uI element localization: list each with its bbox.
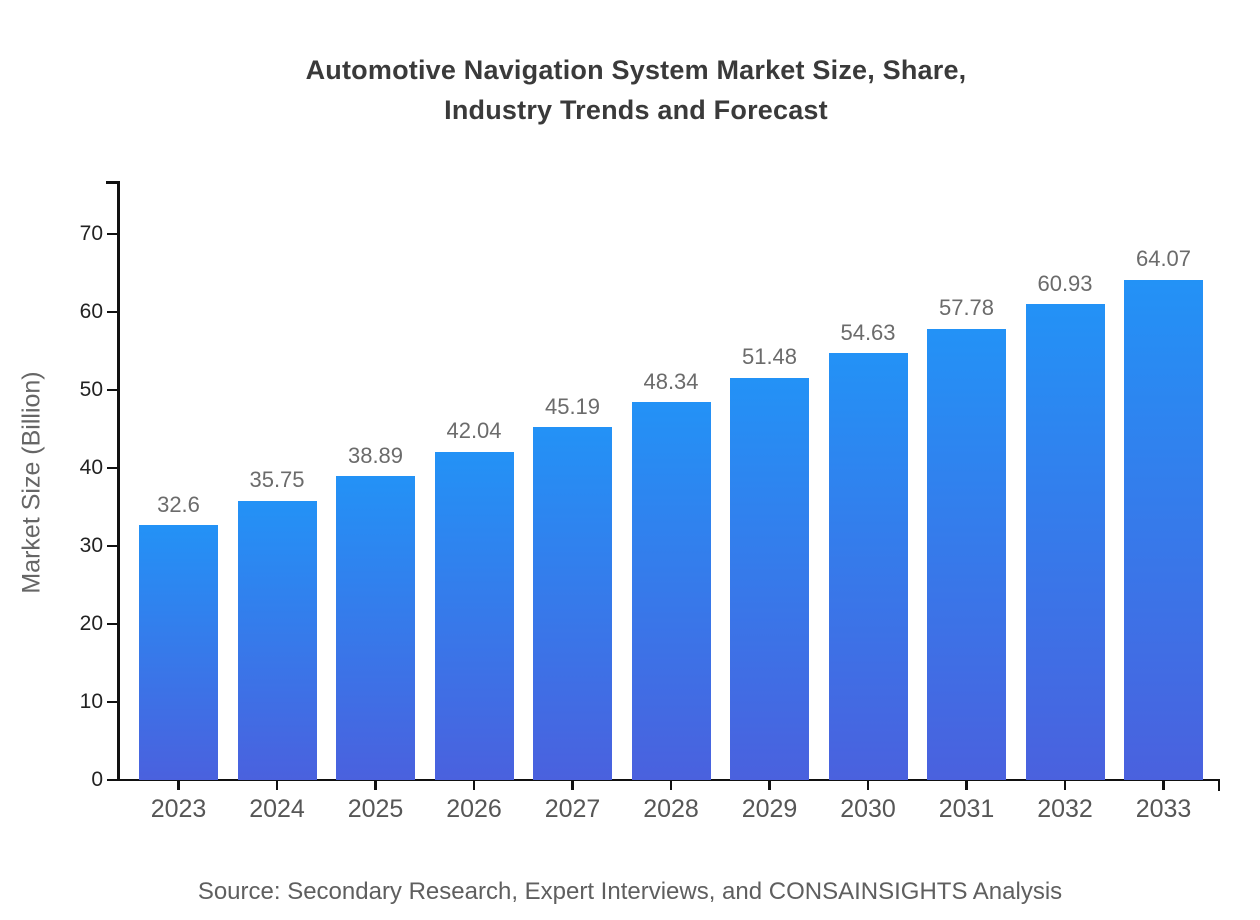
bar	[533, 427, 612, 780]
y-axis-end-cap	[106, 181, 120, 184]
y-tick	[107, 466, 118, 470]
y-tick	[107, 544, 118, 548]
bar	[1025, 304, 1105, 780]
bar-value-label: 48.34	[643, 368, 699, 394]
y-tick-label: 20	[79, 612, 103, 635]
x-tick	[965, 780, 968, 790]
y-tick-label: 10	[79, 690, 103, 713]
bar	[927, 328, 1006, 780]
x-tick-label: 2024	[249, 795, 305, 823]
chart-title-line-1: Automotive Navigation System Market Size…	[305, 55, 967, 85]
y-tick	[107, 310, 118, 314]
x-tick	[1162, 780, 1165, 790]
y-tick	[107, 388, 118, 392]
y-tick-label: 60	[79, 300, 103, 323]
bar-value-label: 32.6	[157, 491, 200, 517]
bar-value-label: 57.78	[938, 295, 995, 321]
x-tick-label: 2028	[643, 795, 699, 823]
x-tick-label: 2025	[347, 795, 404, 823]
x-tick	[275, 780, 279, 790]
bar-value-label: 45.19	[544, 393, 601, 419]
x-tick	[669, 780, 673, 790]
x-tick	[1063, 780, 1067, 790]
chart-title: Automotive Navigation System Market Size…	[0, 50, 1260, 130]
y-tick	[107, 232, 118, 236]
x-tick-label: 2026	[446, 795, 502, 823]
x-tick-label: 2033	[1135, 795, 1192, 823]
y-tick-label: 0	[91, 768, 103, 791]
y-axis-title: Market Size (Billion)	[17, 371, 46, 594]
bar-value-label: 64.07	[1135, 246, 1192, 272]
chart-title-line-2: Industry Trends and Forecast	[444, 95, 828, 125]
x-axis-end-cap	[1217, 778, 1220, 791]
x-tick	[472, 780, 476, 790]
y-tick-label: 30	[79, 534, 103, 557]
bar-value-label: 54.63	[840, 319, 896, 345]
x-axis-line	[117, 778, 1220, 781]
bar	[828, 353, 908, 780]
x-tick-label: 2032	[1037, 795, 1093, 823]
bar	[139, 525, 218, 780]
x-tick	[768, 780, 771, 790]
y-tick-label: 40	[79, 456, 103, 479]
y-tick	[107, 622, 118, 626]
bar-value-label: 38.89	[347, 442, 404, 468]
bar	[237, 500, 317, 780]
bar-value-label: 60.93	[1037, 270, 1093, 296]
bar	[631, 402, 711, 780]
x-tick-label: 2027	[544, 795, 601, 823]
x-tick	[374, 780, 377, 790]
y-tick	[107, 700, 118, 704]
x-tick	[571, 780, 574, 790]
bar	[336, 476, 415, 780]
bar	[434, 451, 514, 780]
bar-value-label: 51.48	[741, 344, 798, 370]
x-tick	[866, 780, 870, 790]
y-axis-line	[117, 181, 120, 781]
bar	[730, 377, 809, 780]
y-tick-label: 70	[79, 222, 103, 245]
source-note: Source: Secondary Research, Expert Inter…	[197, 878, 1063, 905]
x-tick-label: 2030	[840, 795, 896, 823]
bar-value-label: 35.75	[249, 467, 305, 493]
x-tick-label: 2023	[150, 795, 207, 823]
x-tick-label: 2029	[741, 795, 798, 823]
x-tick	[177, 780, 180, 790]
bar	[1124, 279, 1203, 780]
y-tick	[107, 778, 118, 782]
bar-value-label: 42.04	[446, 418, 502, 444]
y-tick-label: 50	[79, 378, 103, 401]
x-tick-label: 2031	[938, 795, 995, 823]
